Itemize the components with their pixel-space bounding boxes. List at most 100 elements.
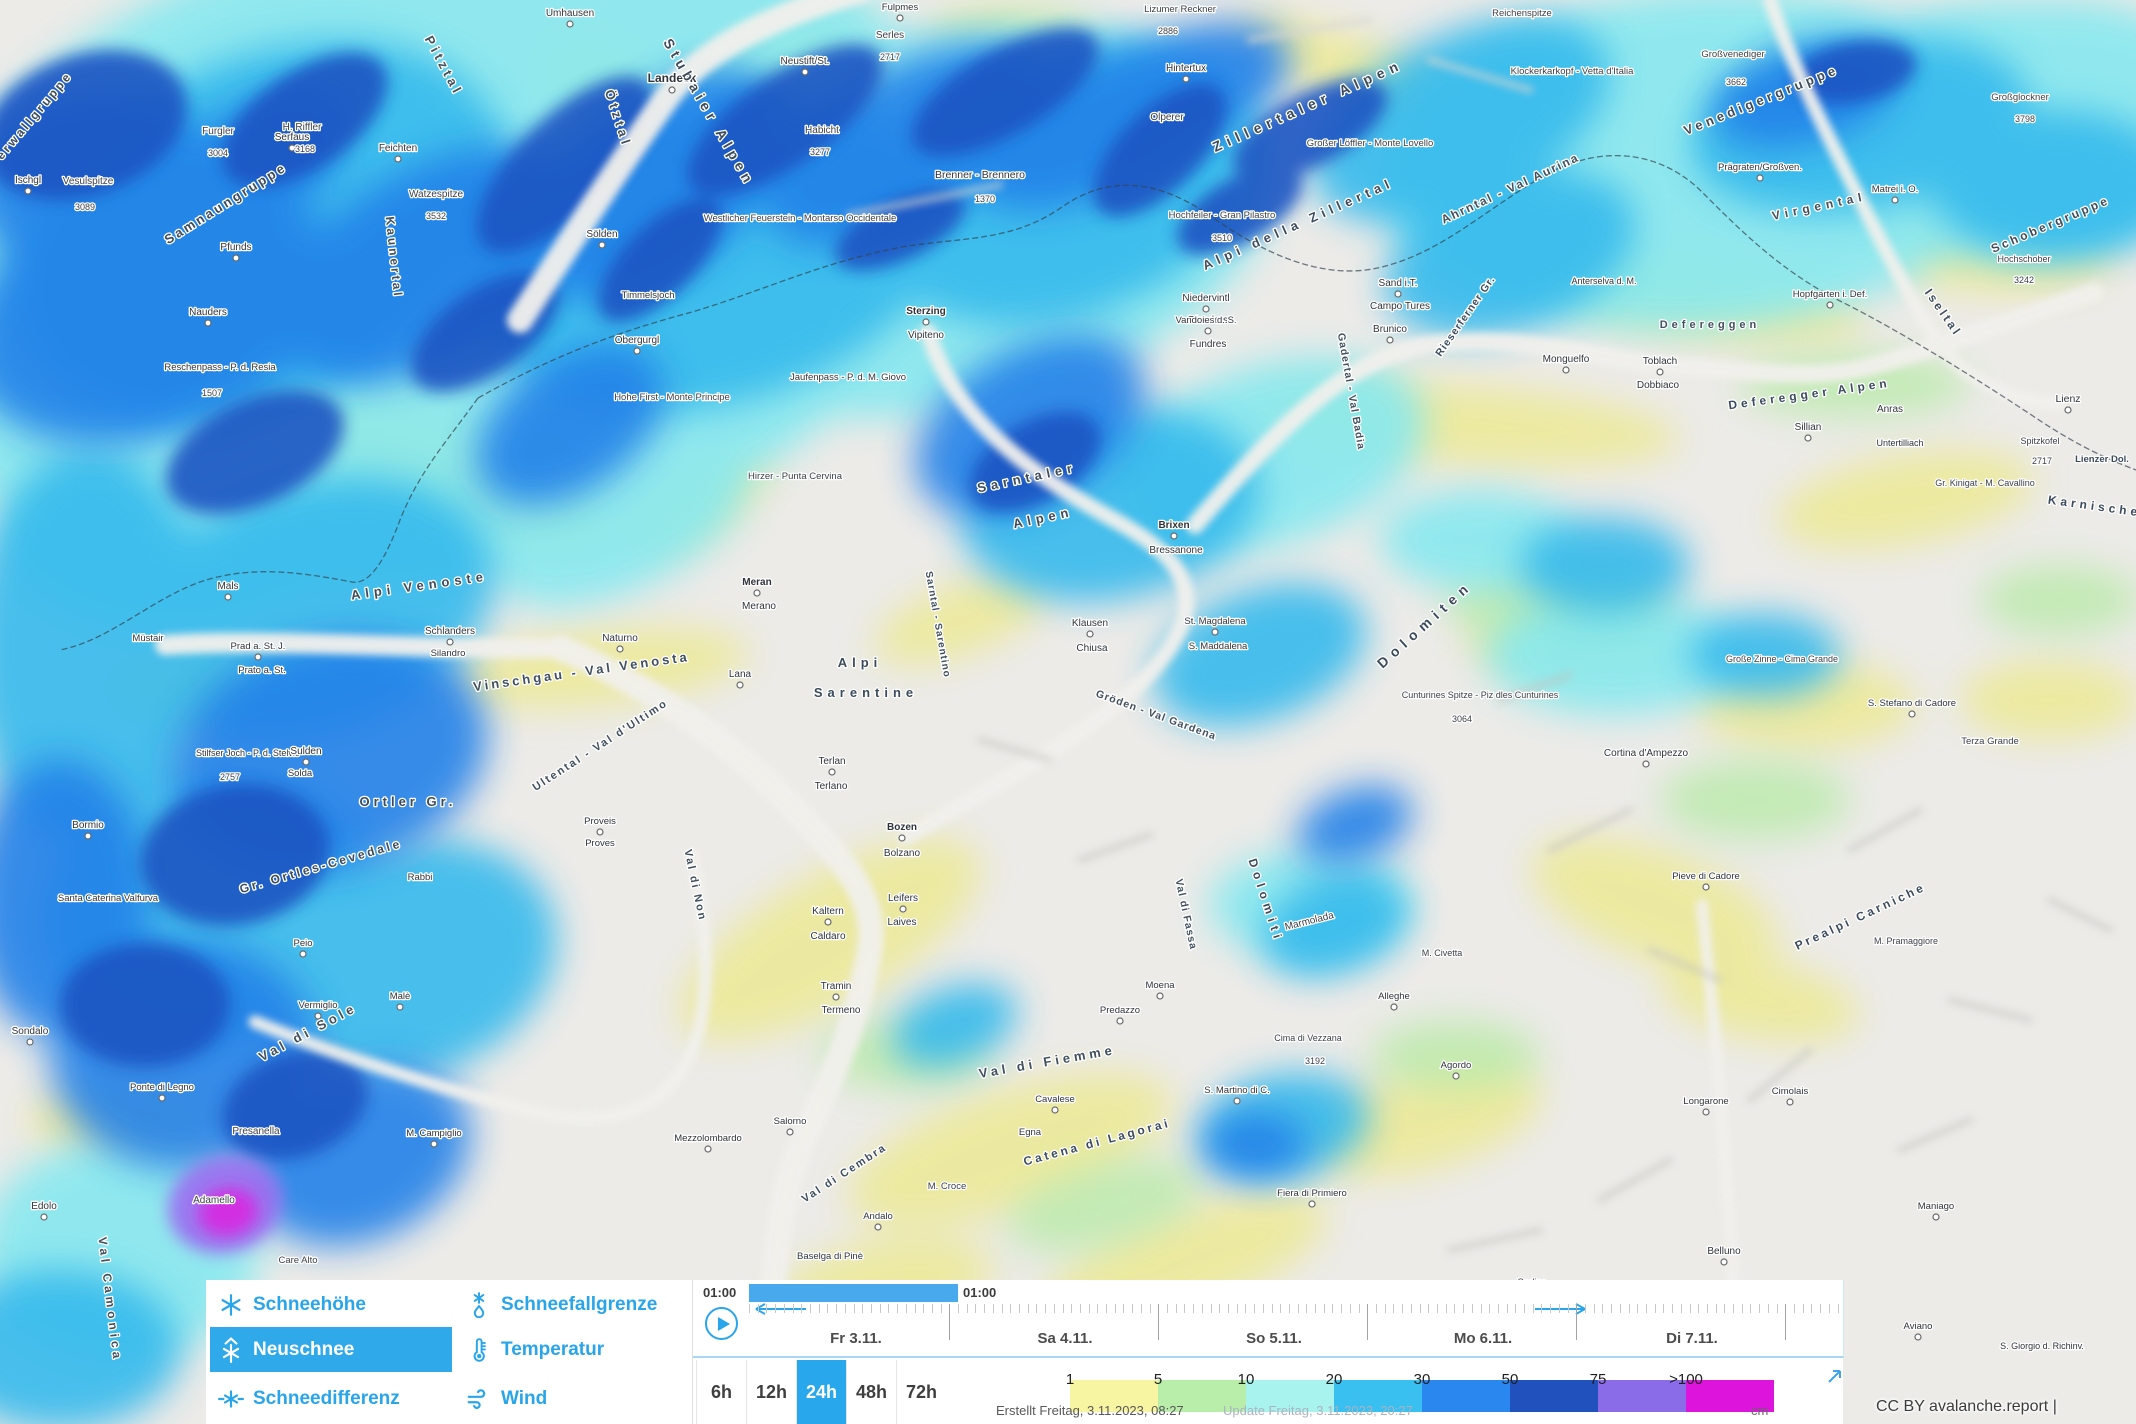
map-label: 2717 xyxy=(880,52,900,62)
map-attribution[interactable]: CC BY avalanche.report | xyxy=(1876,1398,2057,1415)
day-label-so-5-11-[interactable]: So 5.11. xyxy=(1246,1330,1302,1347)
timeline-tick xyxy=(1794,1304,1795,1313)
timeline-tick xyxy=(1341,1304,1343,1313)
timeline-tick xyxy=(749,1304,750,1313)
map-label: S. Giorgio d. Richinv. xyxy=(2000,1341,2084,1351)
timeline-tick xyxy=(1088,1304,1090,1313)
timeline-tick xyxy=(1114,1304,1116,1313)
timeline-tick xyxy=(1733,1304,1734,1313)
map-label: 3168 xyxy=(295,144,315,154)
day-label-sa-4-11-[interactable]: Sa 4.11. xyxy=(1037,1330,1093,1347)
town-marker xyxy=(24,187,32,195)
map-label: Klockerkarkopf - Vetta d'Italia xyxy=(1511,66,1634,77)
map-label: Tramin xyxy=(821,981,852,992)
town-marker xyxy=(1702,1108,1710,1116)
timeline-tick xyxy=(1637,1304,1639,1313)
map-label: Chiusa xyxy=(1076,643,1108,654)
scroll-left-arrow-icon[interactable] xyxy=(750,1302,808,1316)
timeline-tick xyxy=(1245,1304,1247,1313)
town-marker xyxy=(1702,883,1710,891)
timeline-tick xyxy=(818,1304,820,1313)
layer-item-temperatur[interactable]: Temperatur xyxy=(458,1327,688,1372)
day-label-mo-6-11-[interactable]: Mo 6.11. xyxy=(1453,1330,1513,1347)
town-marker xyxy=(1202,305,1210,313)
map-label: Mals xyxy=(217,581,238,592)
town-marker xyxy=(598,241,606,249)
time-selection-bar[interactable] xyxy=(749,1284,958,1302)
timeline-tick xyxy=(1558,1304,1560,1313)
timeline-tick xyxy=(1323,1304,1325,1313)
legend-value-label: 20 xyxy=(1325,1371,1343,1388)
timeline-tick xyxy=(1593,1304,1595,1313)
map-label: M. Campiglio xyxy=(406,1128,461,1139)
map-label: Sondalo xyxy=(12,1026,49,1037)
timeline-tick xyxy=(870,1304,872,1313)
town-marker xyxy=(1656,368,1664,376)
timeline-tick xyxy=(1480,1304,1482,1313)
map-label: 2757 xyxy=(220,772,240,782)
town-marker xyxy=(232,254,240,262)
timeline-tick xyxy=(1602,1304,1604,1313)
map-label: 3242 xyxy=(2014,275,2034,285)
map-label: Prägraten/Großven. xyxy=(1718,162,1802,173)
map-label: Habicht xyxy=(805,125,839,136)
timeline-day-tick xyxy=(1576,1304,1577,1340)
map-label: Hopfgarten i. Def. xyxy=(1793,289,1867,300)
map-label: Longarone xyxy=(1683,1096,1728,1107)
layer-item-schneedifferenz[interactable]: Schneedifferenz xyxy=(210,1376,452,1421)
map-label: Cunturines Spitze - Piz dles Cunturines xyxy=(1402,690,1559,700)
timeline-tick xyxy=(1654,1304,1656,1313)
duration-button-72h[interactable]: 72h xyxy=(896,1360,946,1424)
town-marker xyxy=(1233,1097,1241,1105)
duration-button-12h[interactable]: 12h xyxy=(746,1360,796,1424)
map-label: Große Zinne - Cima Grande xyxy=(1726,654,1838,664)
timeline-tick xyxy=(1802,1304,1804,1313)
timeline-scroller[interactable]: 01:00 01:00 Fr 3.11. Sa 4.11. So 5.11. Mo 6… xyxy=(693,1280,1844,1358)
map-label: Lizumer Reckner xyxy=(1144,4,1216,15)
day-label-fr-3-11-[interactable]: Fr 3.11. xyxy=(830,1330,882,1347)
duration-button-24h[interactable]: 24h xyxy=(796,1360,846,1424)
map-label: Matrei i. O. xyxy=(1872,184,1918,195)
map-label: Brenner - Brennero xyxy=(935,169,1025,181)
timeline-tick xyxy=(792,1304,794,1313)
map-label: 3510 xyxy=(1212,233,1232,243)
map-label: Maniago xyxy=(1918,1201,1954,1212)
map-label: Defereggen xyxy=(1660,319,1761,331)
town-marker xyxy=(40,1213,48,1221)
expand-arrow-icon[interactable] xyxy=(1825,1366,1845,1386)
town-marker xyxy=(596,828,604,836)
legend-value-label: 30 xyxy=(1413,1371,1431,1388)
map-label: Sulden xyxy=(290,746,321,757)
map-label: Alpi xyxy=(838,655,883,670)
map-label: Hirzer - Punta Cervina xyxy=(748,471,843,482)
map-label: Cavalese xyxy=(1035,1094,1075,1105)
timeline-tick xyxy=(1132,1304,1134,1313)
play-button[interactable] xyxy=(705,1307,738,1340)
map-label: Fundres xyxy=(1190,339,1227,350)
layer-item-wind[interactable]: Wind xyxy=(458,1376,688,1421)
map-label: Sölden xyxy=(586,229,617,240)
layer-item-schneeh-he[interactable]: Schneehöhe xyxy=(210,1282,452,1327)
map-label: Baselga di Pinè xyxy=(797,1251,863,1262)
layer-item-schneefallgrenze[interactable]: Schneefallgrenze xyxy=(458,1282,688,1327)
map-label: Timmelsjoch xyxy=(622,290,675,301)
legend-unit: cm xyxy=(1751,1403,1769,1418)
town-marker xyxy=(1914,1333,1922,1341)
map-label: Sillian xyxy=(1795,422,1822,433)
layer-item-neuschnee[interactable]: Neuschnee xyxy=(210,1327,452,1372)
duration-button-48h[interactable]: 48h xyxy=(846,1360,896,1424)
town-marker xyxy=(1562,366,1570,374)
day-label-di-7-11-[interactable]: Di 7.11. xyxy=(1666,1330,1718,1347)
timeline-tick xyxy=(1428,1304,1430,1313)
map-label: Spitzkofel xyxy=(2020,436,2059,446)
timeline-tick xyxy=(1184,1304,1186,1313)
timeline-tick xyxy=(1820,1304,1822,1313)
timeline-tick xyxy=(1515,1304,1517,1313)
duration-button-6h[interactable]: 6h xyxy=(696,1360,746,1424)
map-label: Pfunds xyxy=(220,242,251,253)
layer-item-label: Schneefallgrenze xyxy=(501,1293,658,1315)
timeline-tick xyxy=(1645,1304,1647,1313)
map-label: Feichten xyxy=(379,143,417,154)
town-marker xyxy=(1386,336,1394,344)
